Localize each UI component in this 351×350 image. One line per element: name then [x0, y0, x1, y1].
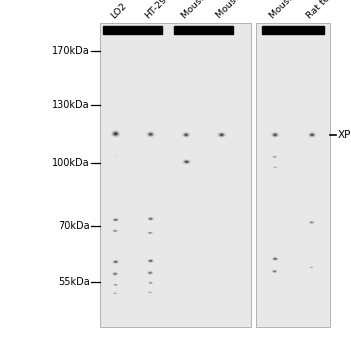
Bar	[100, 23, 251, 327]
Bar	[102, 26, 163, 34]
Text: Mouse liver: Mouse liver	[268, 0, 313, 20]
Text: 170kDa: 170kDa	[52, 46, 90, 56]
Text: 55kDa: 55kDa	[58, 277, 90, 287]
Text: 70kDa: 70kDa	[58, 221, 90, 231]
Text: Mouse spleen: Mouse spleen	[214, 0, 267, 20]
Text: XPO7: XPO7	[338, 130, 351, 140]
Text: 100kDa: 100kDa	[52, 158, 90, 168]
Bar	[256, 23, 330, 327]
Text: HT-29: HT-29	[144, 0, 169, 20]
Text: 130kDa: 130kDa	[52, 100, 90, 110]
Text: LO2: LO2	[109, 1, 128, 20]
Bar	[173, 26, 233, 34]
Text: Rat testis: Rat testis	[305, 0, 343, 20]
Bar	[262, 26, 324, 34]
Text: Mouse testis: Mouse testis	[180, 0, 228, 20]
